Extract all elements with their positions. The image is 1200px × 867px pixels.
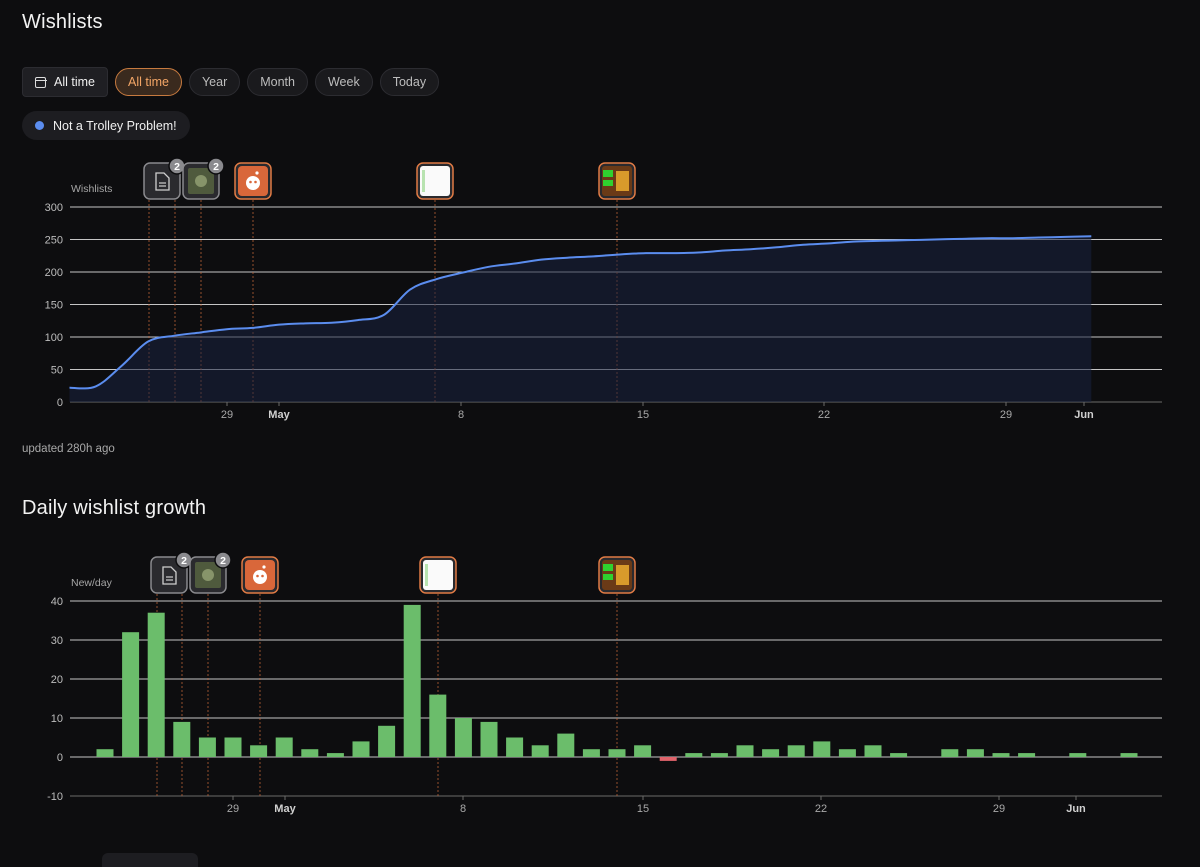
time-filter-bar: All time All time Year Month Week Today: [22, 67, 440, 97]
growth-y-tick-label: 40: [51, 596, 63, 608]
growth-y-tick-label: 0: [57, 752, 63, 764]
wl-y-tick-label: 150: [45, 300, 63, 312]
growth-x-tick-label: 29: [993, 803, 1005, 815]
series-legend-label: Not a Trolley Problem!: [53, 118, 177, 133]
growth-bar: [685, 753, 703, 757]
wl-y-tick-label: 300: [45, 202, 63, 214]
growth-bar: [224, 737, 242, 757]
growth-bar: [659, 757, 677, 761]
growth-reddit-icon[interactable]: [241, 556, 279, 594]
wl-y-tick-label: 50: [51, 365, 63, 377]
updated-text: updated 280h ago: [22, 443, 115, 455]
growth-bar: [890, 753, 908, 757]
wl-y-tick-label: 0: [57, 397, 63, 409]
growth-game-screenshot-icon[interactable]: 2: [189, 551, 232, 594]
wl-y-axis-label: Wishlists: [71, 183, 112, 195]
growth-y-tick-label: 20: [51, 674, 63, 686]
filter-year[interactable]: Year: [188, 68, 241, 96]
wl-x-tick-label: 15: [637, 409, 649, 421]
growth-bar: [147, 612, 165, 757]
wl-x-tick-label: May: [268, 409, 290, 421]
growth-x-tick-label: 15: [637, 803, 649, 815]
wl-event-count-badge: 2: [213, 161, 219, 173]
wl-game-cover-thumbnail-icon[interactable]: [598, 162, 636, 200]
wl-game-screenshot-icon[interactable]: 2: [182, 157, 225, 200]
growth-bar: [198, 737, 216, 757]
growth-title: Daily wishlist growth: [22, 497, 207, 519]
growth-bar: [710, 753, 728, 757]
growth-bar: [582, 749, 600, 757]
growth-x-tick-label: Jun: [1066, 803, 1086, 815]
wl-x-tick-label: 29: [1000, 409, 1012, 421]
growth-event-count-badge: 2: [181, 555, 187, 567]
wl-area-fill: [69, 236, 1092, 402]
growth-x-tick-label: May: [274, 803, 296, 815]
wl-x-tick-label: 22: [818, 409, 830, 421]
growth-x-tick-label: 8: [460, 803, 466, 815]
wl-y-tick-label: 100: [45, 332, 63, 344]
growth-game-cover-thumbnail-icon[interactable]: [598, 556, 636, 594]
growth-bar: [1069, 753, 1087, 757]
growth-bar: [608, 749, 626, 757]
wl-reddit-icon[interactable]: [234, 162, 272, 200]
growth-bar: [762, 749, 780, 757]
calendar-icon: [34, 76, 47, 88]
growth-bar: [429, 694, 447, 757]
growth-y-tick-label: -10: [47, 791, 63, 803]
wl-y-tick-label: 250: [45, 235, 63, 247]
growth-bar: [326, 753, 344, 757]
growth-bar: [966, 749, 984, 757]
growth-bar: [250, 745, 268, 757]
wishlists-title: Wishlists: [22, 11, 103, 33]
wl-x-tick-label: 8: [458, 409, 464, 421]
wl-y-tick-label: 200: [45, 267, 63, 279]
growth-bar: [557, 733, 575, 757]
wl-x-tick-label: 29: [221, 409, 233, 421]
series-color-dot: [35, 121, 44, 130]
growth-bar: [173, 721, 191, 757]
date-range-button[interactable]: All time: [22, 67, 108, 97]
filter-week[interactable]: Week: [314, 68, 373, 96]
filter-month[interactable]: Month: [247, 68, 308, 96]
growth-bar: [301, 749, 319, 757]
growth-event-count-badge: 2: [220, 555, 226, 567]
growth-bar: [736, 745, 754, 757]
growth-bar: [454, 718, 472, 757]
growth-bar: [506, 737, 524, 757]
wl-spreadsheet-thumbnail-icon[interactable]: [416, 162, 454, 200]
date-range-label: All time: [54, 75, 95, 89]
wl-x-tick-label: Jun: [1074, 409, 1094, 421]
growth-bar: [403, 604, 421, 757]
filter-today[interactable]: Today: [379, 68, 440, 96]
growth-bar: [352, 741, 370, 757]
growth-y-tick-label: 30: [51, 635, 63, 647]
growth-bar: [787, 745, 805, 757]
growth-bar: [378, 725, 396, 757]
growth-y-axis-label: New/day: [71, 577, 113, 589]
series-legend[interactable]: Not a Trolley Problem!: [22, 111, 190, 140]
growth-bar: [941, 749, 959, 757]
growth-bar: [992, 753, 1010, 757]
growth-bar: [275, 737, 293, 757]
growth-x-tick-label: 29: [227, 803, 239, 815]
growth-y-tick-label: 10: [51, 713, 63, 725]
growth-bar: [480, 721, 498, 757]
wl-event-count-badge: 2: [174, 161, 180, 173]
growth-bar: [1120, 753, 1138, 757]
growth-bar: [864, 745, 882, 757]
growth-bar: [96, 749, 114, 757]
growth-spreadsheet-thumbnail-icon[interactable]: [419, 556, 457, 594]
growth-bar: [813, 741, 831, 757]
growth-x-tick-label: 22: [815, 803, 827, 815]
growth-bar: [634, 745, 652, 757]
growth-bar: [1018, 753, 1036, 757]
growth-bar: [122, 632, 140, 757]
growth-bar: [531, 745, 549, 757]
wl-document-icon[interactable]: 2: [143, 157, 186, 200]
growth-bar: [838, 749, 856, 757]
growth-document-icon[interactable]: 2: [150, 551, 193, 594]
wl-series-line: [69, 235, 1092, 390]
filter-all-time[interactable]: All time: [114, 68, 182, 96]
